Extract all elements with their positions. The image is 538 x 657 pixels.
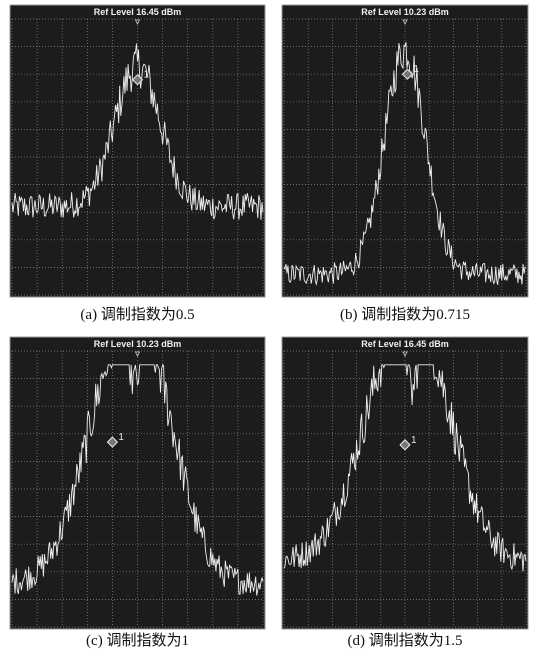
ref-level: Ref Level 16.45 dBm xyxy=(94,7,182,17)
ref-level: Ref Level 10.23 dBm xyxy=(361,7,449,17)
spectrum-panel: Ref Level 10.23 dBm 1 xyxy=(282,5,528,297)
spectrum-panel: Ref Level 16.45 dBm 1 xyxy=(282,337,528,629)
figure: Ref Level 16.45 dBm 1 (a) 调制指数为0.5 Ref Leve… xyxy=(0,0,538,657)
marker-label: 1 xyxy=(413,64,419,75)
caption: (a) 调制指数为0.5 xyxy=(80,306,194,323)
caption: (d) 调制指数为1.5 xyxy=(348,632,463,649)
page: {"panels": [ {"ref_level": "Ref Level 16… xyxy=(0,0,538,657)
marker-label: 1 xyxy=(118,432,124,443)
spectrum-panel: Ref Level 16.45 dBm 1 xyxy=(10,5,265,297)
spectrum-panel: Ref Level 10.23 dBm 1 xyxy=(10,337,265,629)
marker-label: 1 xyxy=(411,435,417,446)
ref-level: Ref Level 10.23 dBm xyxy=(94,339,182,349)
marker-label: 1 xyxy=(144,70,150,81)
caption: (c) 调制指数为1 xyxy=(86,632,189,649)
caption: (b) 调制指数为0.715 xyxy=(340,306,470,323)
ref-level: Ref Level 16.45 dBm xyxy=(361,339,449,349)
